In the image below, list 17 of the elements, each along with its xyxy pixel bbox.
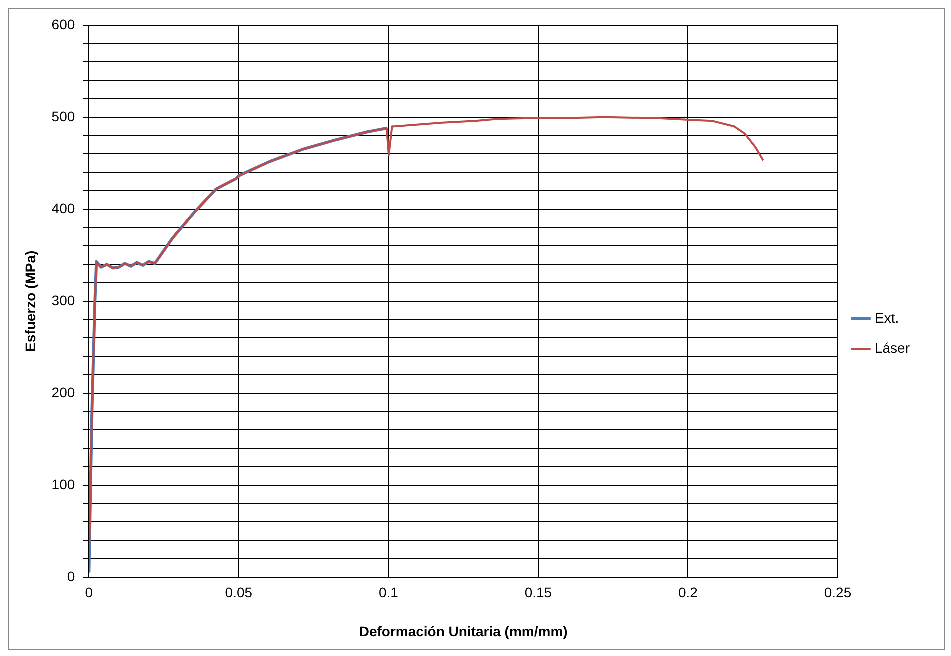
legend-label: Láser (874, 340, 910, 356)
y-tick-label: 0 (67, 568, 76, 584)
x-tick-label: 0 (85, 584, 94, 601)
x-axis-title: Deformación Unitaria (mm/mm) (359, 623, 568, 640)
y-tick-label: 600 (52, 16, 76, 32)
y-tick-label: 400 (52, 200, 76, 216)
x-tick-label: 0.25 (824, 584, 852, 601)
y-axis-title: Esfuerzo (MPa) (22, 250, 38, 352)
legend-label: Ext. (874, 310, 900, 326)
x-tick-label: 0.15 (524, 584, 552, 601)
y-tick-label: 300 (52, 292, 76, 308)
x-tick-label: 0.2 (678, 584, 698, 601)
y-tick-label: 200 (52, 384, 76, 400)
x-tick-label: 0.05 (225, 584, 253, 601)
x-tick-label: 0.1 (378, 584, 399, 601)
y-tick-label: 100 (52, 476, 76, 492)
y-tick-label: 500 (52, 108, 76, 124)
